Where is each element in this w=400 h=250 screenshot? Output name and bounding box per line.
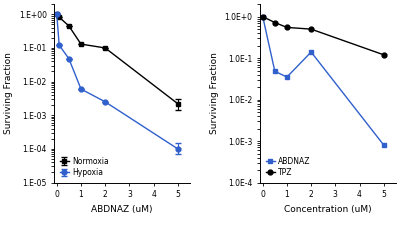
Legend: Normoxia, Hypoxia: Normoxia, Hypoxia (58, 155, 110, 179)
X-axis label: Concentration (uM): Concentration (uM) (284, 205, 372, 214)
ABDNAZ (309, 50, 314, 53)
ABDNAZ (272, 70, 277, 73)
Legend: ABDNAZ, TPZ: ABDNAZ, TPZ (264, 155, 312, 179)
ABDNAZ (284, 76, 289, 78)
Line: TPZ: TPZ (260, 14, 386, 57)
ABDNAZ (381, 144, 386, 146)
TPZ (272, 21, 277, 24)
Y-axis label: Surviving Fraction: Surviving Fraction (210, 52, 219, 134)
TPZ (260, 15, 265, 18)
ABDNAZ (260, 15, 265, 18)
Y-axis label: Surviving Fraction: Surviving Fraction (4, 52, 13, 134)
Line: ABDNAZ: ABDNAZ (260, 14, 386, 147)
TPZ (381, 53, 386, 56)
TPZ (284, 26, 289, 29)
X-axis label: ABDNAZ (uM): ABDNAZ (uM) (91, 205, 153, 214)
TPZ (309, 28, 314, 31)
